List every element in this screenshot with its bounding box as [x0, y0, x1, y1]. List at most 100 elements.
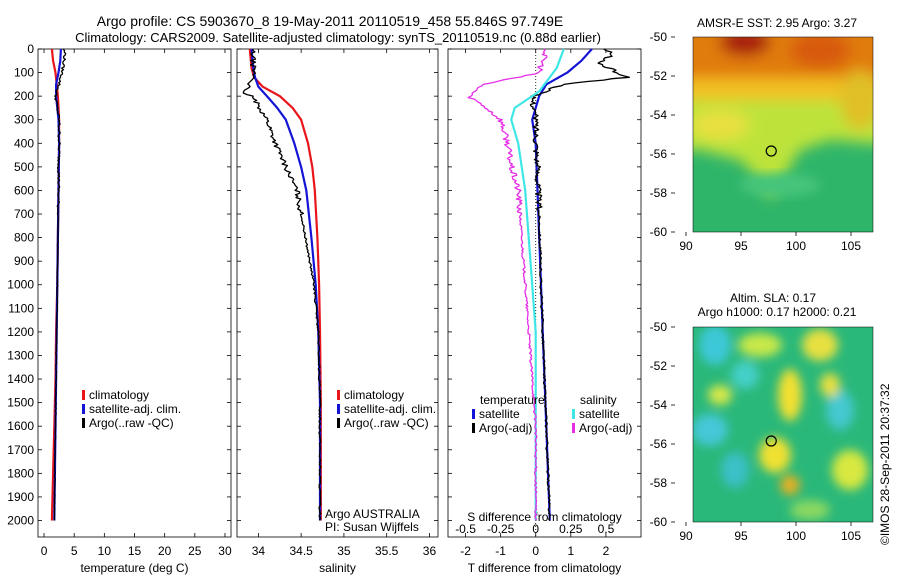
legend-label: climatology: [344, 388, 404, 402]
y-tick-label: 1100: [8, 301, 34, 315]
y-tick-label: 1700: [7, 443, 34, 457]
credit-text: ©IMOS 28-Sep-2011 20:37:32: [878, 383, 892, 545]
x-tick-label: 0: [532, 544, 539, 558]
legend-swatch: [472, 409, 475, 419]
x-tick-label: 35: [337, 544, 351, 558]
legend-swatch: [572, 409, 575, 419]
y-tick-label: 400: [14, 136, 34, 150]
sla-map-panel: Altim. SLA: 0.17 Argo h1000: 0.17 h2000:…: [650, 291, 873, 543]
legend-group-title: salinity: [580, 393, 617, 407]
x-tick-label: 34: [252, 544, 266, 558]
top-tick-label: 0.5: [598, 522, 615, 536]
annotation-text: PI: Susan Wijffels: [325, 520, 419, 534]
y-tick-label: -60: [650, 515, 668, 529]
sst-map-panel: AMSR-E SST: 2.95 Argo: 3.27 90 95 100 105 -5…: [650, 16, 890, 253]
top-tick-label: -0.5: [455, 522, 476, 536]
plot-frame: [38, 49, 231, 537]
x-tick-label: 2: [603, 544, 610, 558]
sst-heatmap: [680, 25, 890, 232]
legend-swatch: [82, 390, 85, 400]
y-tick-label: -60: [650, 225, 668, 239]
sst-map-title: AMSR-E SST: 2.95 Argo: 3.27: [697, 16, 857, 30]
legend-label: Argo(..raw -QC): [89, 416, 174, 430]
x-tick-label: 105: [841, 239, 861, 253]
x-tick-label: 95: [734, 529, 748, 543]
y-tick-label: 1200: [7, 325, 34, 339]
x-tick-label: 25: [188, 544, 202, 558]
x-tick-label: 10: [98, 544, 112, 558]
y-tick-label: 1400: [7, 372, 34, 386]
x-tick-label: 0: [41, 544, 48, 558]
x-axis-label: temperature (deg C): [80, 561, 188, 575]
sla-map-subtitle: Argo h1000: 0.17 h2000: 0.21: [698, 305, 857, 319]
x-axis-label: T difference from climatology: [468, 561, 622, 575]
figure-subtitle: Climatology: CARS2009. Satellite-adjuste…: [75, 30, 601, 45]
figure-title: Argo profile: CS 5903670_8 19-May-2011 2…: [97, 13, 564, 29]
y-tick-label: 300: [14, 113, 34, 127]
y-tick-label: 500: [14, 160, 34, 174]
y-tick-label: 200: [14, 89, 34, 103]
annotation-text: Argo AUSTRALIA: [325, 507, 420, 521]
y-tick-label: 1900: [7, 490, 34, 504]
y-tick-label: 1800: [7, 466, 34, 480]
x-tick-label: -1: [495, 544, 506, 558]
legend-label: satellite: [579, 407, 620, 421]
legend-label: Argo(-adj): [479, 421, 532, 435]
y-tick-label: -50: [650, 30, 668, 44]
x-tick-label: 30: [218, 544, 232, 558]
x-tick-label: 105: [841, 529, 861, 543]
x-tick-label: 36: [423, 544, 437, 558]
top-tick-label: 0.25: [559, 522, 583, 536]
legend-swatch: [82, 418, 85, 428]
legend-label: satellite: [479, 407, 520, 421]
legend-group-title: temperature: [480, 393, 545, 407]
series-line-temperature-argo-adj-: [531, 49, 630, 521]
legend-label: climatology: [89, 388, 149, 402]
x-tick-label: 95: [734, 239, 748, 253]
difference-panel: -2 -1 0 1 2 -0.5 -0.25 0 0.25 0.5S difference fro…: [448, 49, 641, 575]
legend-label: satellite-adj. clim.: [89, 402, 181, 416]
legend-swatch: [337, 390, 340, 400]
salinity-panel: 34 34.5 35 35.5 36 salinity climatologysatelli…: [237, 49, 438, 575]
y-tick-label: -58: [650, 186, 668, 200]
legend-swatch: [472, 423, 475, 433]
y-tick-label: 1500: [7, 396, 34, 410]
plot-frame: [448, 49, 641, 537]
y-tick-label: 2000: [7, 513, 34, 527]
top-axis-label: S difference from climatology: [467, 510, 622, 524]
y-tick-label: -56: [650, 147, 668, 161]
x-tick-label: 100: [786, 239, 806, 253]
sla-map-title: Altim. SLA: 0.17: [730, 291, 816, 305]
legend-swatch: [82, 404, 85, 414]
x-tick-label: 20: [158, 544, 172, 558]
series-line-satellite-adj-clim-: [252, 49, 321, 521]
y-tick-label: -50: [650, 320, 668, 334]
y-tick-label: -54: [650, 108, 668, 122]
y-tick-label: 100: [14, 66, 34, 80]
y-tick-label: 800: [14, 231, 34, 245]
legend-swatch: [337, 404, 340, 414]
y-tick-label: 700: [14, 207, 34, 221]
legend-label: Argo(-adj): [579, 421, 632, 435]
y-tick-label: 1600: [7, 419, 34, 433]
sla-heatmap: [692, 325, 873, 522]
y-tick-label: -54: [650, 398, 668, 412]
x-tick-label: 90: [679, 529, 693, 543]
y-tick-label: -52: [650, 69, 668, 83]
y-tick-label: 600: [14, 183, 34, 197]
legend-swatch: [572, 423, 575, 433]
series-line-argo-raw-qc-: [243, 49, 320, 521]
y-tick-label: 1000: [7, 278, 34, 292]
legend-swatch: [337, 418, 340, 428]
y-tick-label: -58: [650, 476, 668, 490]
x-tick-label: 100: [786, 529, 806, 543]
y-tick-label: -52: [650, 359, 668, 373]
legend-label: satellite-adj. clim.: [344, 402, 436, 416]
x-tick-label: 1: [567, 544, 574, 558]
x-tick-label: -2: [460, 544, 471, 558]
y-tick-label: 0: [27, 42, 34, 56]
top-tick-label: 0: [532, 522, 539, 536]
temperature-panel: 0 5 10 15 20 25 300100200300400500600700800900…: [7, 42, 232, 575]
y-tick-label: 1300: [7, 348, 34, 362]
y-tick-label: -56: [650, 437, 668, 451]
